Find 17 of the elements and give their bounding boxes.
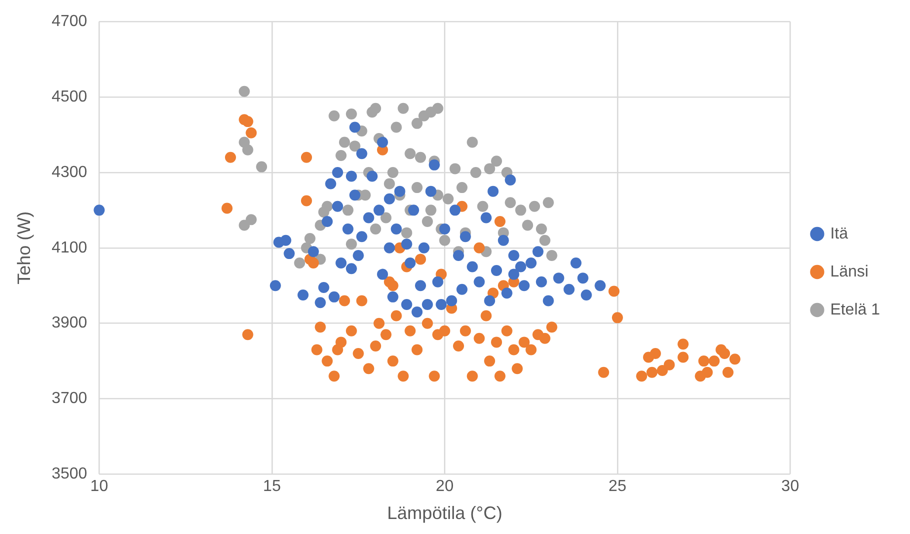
x-tick-label: 10 [90, 478, 108, 496]
y-tick-label: 3900 [52, 314, 88, 332]
y-tick-label: 4500 [52, 88, 88, 106]
legend-label: Etelä 1 [830, 301, 880, 318]
y-tick-label: 3500 [52, 466, 88, 483]
x-tick-label: 25 [608, 478, 626, 496]
y-tick-label: 3700 [52, 390, 88, 408]
legend-label: Itä [830, 225, 848, 242]
x-tick-label: 15 [263, 478, 281, 496]
x-tick-label: 20 [436, 478, 454, 496]
x-tick-label: 30 [781, 478, 800, 496]
y-axis-title: Teho (W) [14, 211, 34, 284]
y-tick-label: 4300 [52, 164, 88, 181]
y-tick-label: 4100 [52, 239, 88, 256]
y-tick-label: 4700 [52, 13, 88, 30]
x-axis-title: Lämpötila (°C) [387, 503, 502, 524]
legend-label: Länsi [830, 263, 868, 280]
